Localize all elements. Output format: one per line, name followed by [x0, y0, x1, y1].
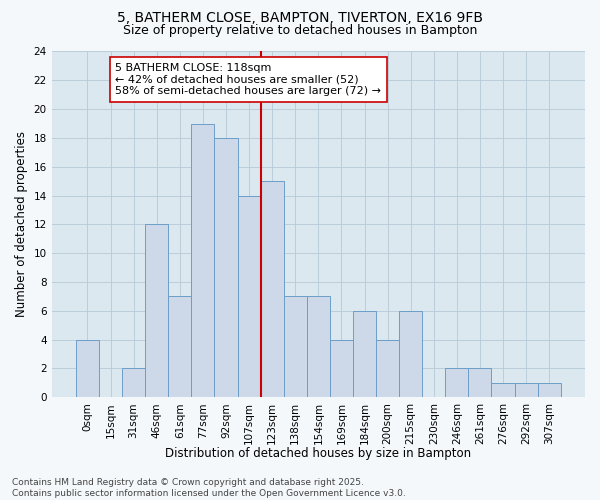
Bar [376, 340, 399, 397]
Text: 5 BATHERM CLOSE: 118sqm
← 42% of detached houses are smaller (52)
58% of semi-de: 5 BATHERM CLOSE: 118sqm ← 42% of detache… [115, 63, 381, 96]
Bar [238, 196, 260, 397]
Bar [538, 383, 561, 397]
Bar [445, 368, 469, 397]
Bar [191, 124, 214, 397]
Bar [260, 181, 284, 397]
Bar [515, 383, 538, 397]
Bar [122, 368, 145, 397]
Bar [353, 311, 376, 397]
Bar [284, 296, 307, 397]
Y-axis label: Number of detached properties: Number of detached properties [15, 132, 28, 318]
Bar [399, 311, 422, 397]
Bar [76, 340, 99, 397]
Bar [168, 296, 191, 397]
Bar [214, 138, 238, 397]
Bar [491, 383, 515, 397]
Text: Size of property relative to detached houses in Bampton: Size of property relative to detached ho… [123, 24, 477, 37]
Bar [469, 368, 491, 397]
Text: Contains HM Land Registry data © Crown copyright and database right 2025.
Contai: Contains HM Land Registry data © Crown c… [12, 478, 406, 498]
Bar [330, 340, 353, 397]
Bar [307, 296, 330, 397]
Bar [145, 224, 168, 397]
X-axis label: Distribution of detached houses by size in Bampton: Distribution of detached houses by size … [165, 447, 472, 460]
Text: 5, BATHERM CLOSE, BAMPTON, TIVERTON, EX16 9FB: 5, BATHERM CLOSE, BAMPTON, TIVERTON, EX1… [117, 11, 483, 25]
